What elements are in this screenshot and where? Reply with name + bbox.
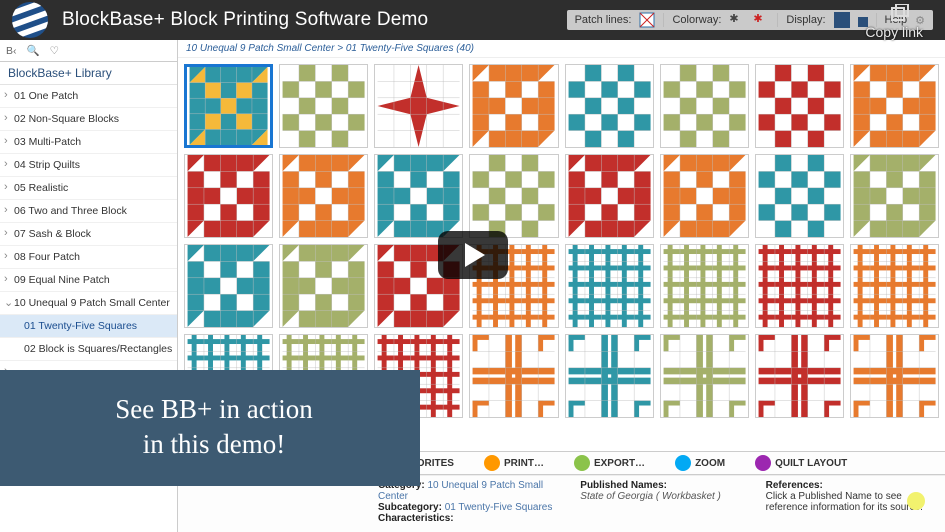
display-large-icon[interactable] (834, 12, 850, 28)
channel-logo[interactable] (12, 2, 48, 38)
cat-02[interactable]: 02 Non-Square Blocks (0, 108, 177, 131)
quilt-block[interactable] (374, 64, 463, 148)
quilt-block[interactable] (850, 154, 939, 238)
colorway-icon-1[interactable]: ✱ (729, 12, 745, 28)
quilt-block[interactable] (850, 334, 939, 418)
display-label: Display: (786, 14, 825, 26)
layout-action[interactable]: QUILT LAYOUT (755, 455, 847, 471)
cat-03[interactable]: 03 Multi-Patch (0, 131, 177, 154)
cat-06[interactable]: 06 Two and Three Block (0, 200, 177, 223)
quilt-block[interactable] (755, 154, 844, 238)
quilt-block[interactable] (850, 244, 939, 328)
quilt-block[interactable] (850, 64, 939, 148)
subcategory-value: 01 Twenty-Five Squares (445, 502, 553, 513)
subcat-01[interactable]: 01 Twenty-Five Squares (0, 315, 177, 338)
references-label: References: (766, 480, 823, 491)
quilt-block[interactable] (755, 244, 844, 328)
cat-05[interactable]: 05 Realistic (0, 177, 177, 200)
play-button[interactable] (438, 231, 508, 279)
quilt-block[interactable] (660, 244, 749, 328)
export-icon (574, 455, 590, 471)
promo-overlay: See BB+ in action in this demo! (0, 370, 420, 486)
quilt-block[interactable] (469, 154, 558, 238)
library-title: BlockBase+ Library (0, 62, 177, 85)
quilt-block[interactable] (660, 64, 749, 148)
back-icon[interactable]: B‹ (6, 45, 17, 57)
cat-09[interactable]: 09 Equal Nine Patch (0, 269, 177, 292)
quilt-block[interactable] (660, 154, 749, 238)
quilt-block[interactable] (184, 244, 273, 328)
quilt-block[interactable] (565, 154, 654, 238)
patch-lines-icon[interactable] (639, 12, 655, 28)
export-action[interactable]: EXPORT… (574, 455, 645, 471)
cat-04[interactable]: 04 Strip Quilts (0, 154, 177, 177)
video-top-bar: BlockBase+ Block Printing Software Demo … (0, 0, 945, 40)
quilt-block[interactable] (279, 154, 368, 238)
colorway-icon-2[interactable]: ✱ (753, 12, 769, 28)
quilt-block[interactable] (374, 154, 463, 238)
zoom-action[interactable]: ZOOM (675, 455, 725, 471)
published-names-value[interactable]: State of Georgia ( Workbasket ) (580, 491, 721, 502)
subcategory-label: Subcategory: (378, 502, 442, 513)
quilt-block[interactable] (755, 334, 844, 418)
colorway-label: Colorway: (672, 14, 721, 26)
sidebar-tabs: B‹ 🔍 ♡ (0, 40, 177, 62)
print-action[interactable]: PRINT… (484, 455, 544, 471)
heart-icon[interactable]: ♡ (50, 45, 59, 57)
print-icon (484, 455, 500, 471)
search-icon[interactable]: 🔍 (27, 44, 40, 57)
quilt-block[interactable] (184, 64, 273, 148)
promo-line-1: See BB+ in action (28, 392, 400, 427)
quilt-block[interactable] (755, 64, 844, 148)
quilt-block[interactable] (469, 64, 558, 148)
quilt-block[interactable] (660, 334, 749, 418)
quilt-block[interactable] (469, 334, 558, 418)
patch-lines-label: Patch lines: (575, 14, 632, 26)
cat-01[interactable]: 01 One Patch (0, 85, 177, 108)
quilt-block[interactable] (565, 334, 654, 418)
cat-08[interactable]: 08 Four Patch (0, 246, 177, 269)
quilt-block[interactable] (565, 244, 654, 328)
quilt-block[interactable] (565, 64, 654, 148)
promo-line-2: in this demo! (28, 427, 400, 462)
cursor-highlight (907, 492, 925, 510)
zoom-icon (675, 455, 691, 471)
quilt-block[interactable] (279, 64, 368, 148)
quilt-block[interactable] (184, 154, 273, 238)
layout-icon (755, 455, 771, 471)
breadcrumb: 10 Unequal 9 Patch Small Center > 01 Twe… (178, 40, 945, 58)
copy-link-text[interactable]: Copy link (865, 24, 923, 40)
characteristics-label: Characteristics: (378, 513, 454, 524)
quilt-block[interactable] (279, 244, 368, 328)
cat-07[interactable]: 07 Sash & Block (0, 223, 177, 246)
references-value: Click a Published Name to see reference … (766, 491, 923, 513)
video-title: BlockBase+ Block Printing Software Demo (62, 9, 428, 31)
published-names-label: Published Names: (580, 480, 667, 491)
subcat-02[interactable]: 02 Block is Squares/Rectangles (0, 338, 177, 361)
cat-10[interactable]: 10 Unequal 9 Patch Small Center (0, 292, 177, 315)
